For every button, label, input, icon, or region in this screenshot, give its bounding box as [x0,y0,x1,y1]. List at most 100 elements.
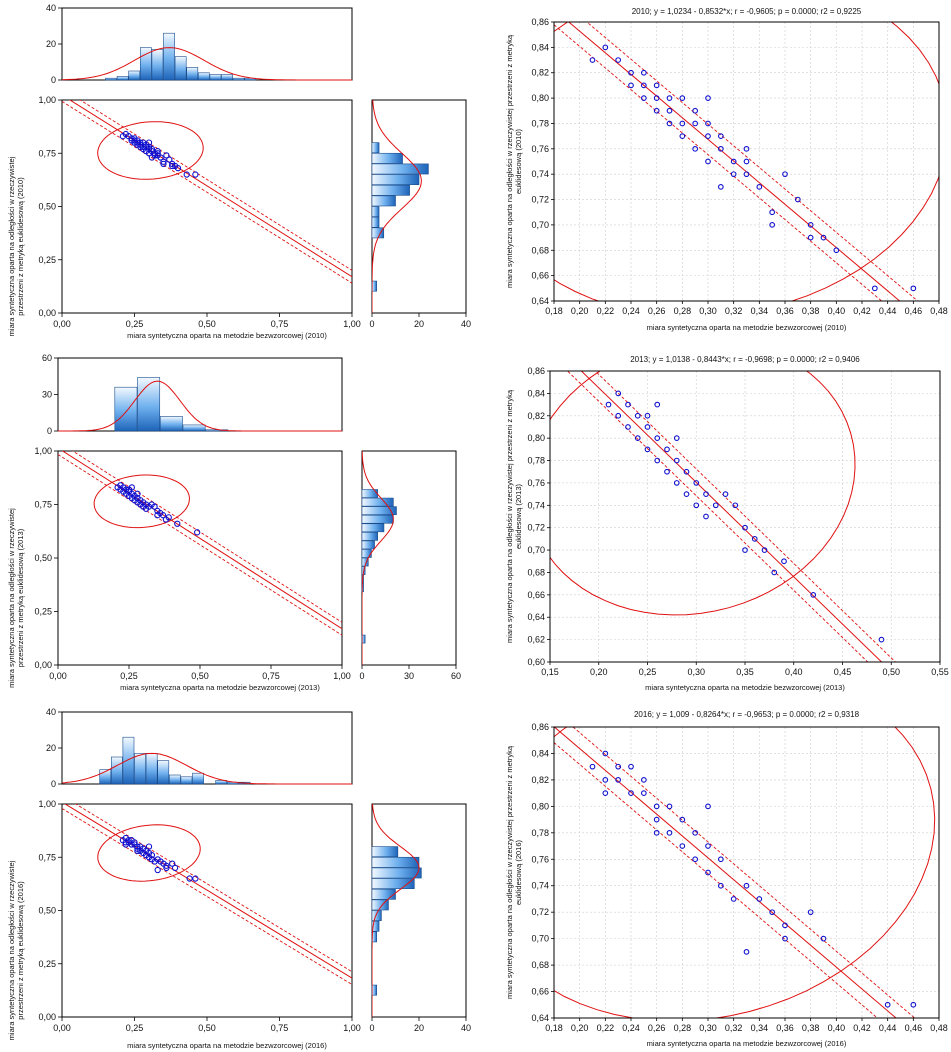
zoom1-ytick-label: 0,76 [531,144,549,154]
matrix3-top-hist-bar [134,753,146,785]
zoom2-data-point [693,480,700,486]
zoom1-ytick-label: 0,68 [531,245,549,255]
matrix2-right-density-curve [362,451,394,665]
zoom2-data-point [625,401,631,408]
zoom3-data-point [640,790,647,796]
zoom3-xtick-label: 0,38 [802,1023,820,1033]
matrix2-top-density-curve [58,380,342,432]
matrix3-xtick-label: 0,75 [271,1023,289,1033]
matrix3-data-point [163,864,170,872]
matrix1-top-ytick-label: 40 [46,3,56,13]
zoom1-ytick-label: 0,84 [531,42,549,52]
matrix1-right-hist-frame [371,99,467,314]
matrix3-data-point [148,851,156,859]
matrix1-top-hist-bar [209,74,222,81]
matrix1-top-hist-bar [174,56,187,81]
matrix3-ytick-label: 0,75 [38,852,56,862]
zoom2-title: 2013; y = 1,0138 - 0,8443*x; r = -0,9698… [630,355,860,364]
matrix2-right-xtick-label: 30 [404,671,414,681]
zoom3-xtick-label: 0,32 [725,1023,743,1033]
matrix3-data-point [186,875,193,882]
matrix2-scatter-frame [57,450,343,666]
zoom1-xtick-label: 0,40 [828,306,846,316]
matrix3-right-hist-bar [371,899,389,911]
zoom3-frame [553,726,940,1019]
zoom2-ytick-label: 0,76 [527,478,545,488]
zoom2-ytick-label: 0,66 [527,590,545,600]
matrix3-xtick-label: 1,00 [343,1023,361,1033]
matrix1-xtick-label: 0,00 [53,319,71,329]
zoom1-data-point [679,133,686,139]
zoom1-data-point [820,234,827,241]
zoom1-data-point [743,145,750,152]
zoom1-plot-area [554,22,939,301]
matrix3-right-xtick-label: 20 [414,1023,424,1033]
zoom2-data-point [703,513,709,520]
matrix2-data-point [194,529,201,536]
matrix1-data-point [157,154,164,161]
matrix1-data-point [192,171,199,178]
zoom2-data-point [751,536,758,542]
zoom2-data-point [615,390,622,397]
zoom3-xtick-label: 0,28 [674,1023,692,1033]
zoom3-ytick-label: 0,72 [531,907,549,917]
zoom1-data-point [589,57,596,63]
zoom1-data-point [782,171,788,178]
zoom1-data-point [628,69,634,76]
zoom1-xtick-label: 0,20 [571,306,589,316]
zoom2-data-point [742,547,748,553]
zoom2-data-point [615,412,622,419]
zoom3-ytick-label: 0,64 [531,1013,549,1023]
matrix1-top-hist-bar [221,74,233,81]
matrix3-top-ytick-label: 40 [46,707,56,717]
matrix3-top-hist-bar [157,760,170,785]
zoom3-data-point [782,935,788,942]
zoom2-data-point [683,491,690,497]
zoom1-upper-band [586,22,919,301]
zoom3-title: 2016; y = 1,009 - 0,8264*x; r = -0,9653;… [634,710,860,719]
zoom3-xtick-label: 0,18 [545,1023,563,1033]
zoom1-data-point [653,82,660,89]
matrix3-x-axis-label: miara syntetyczna oparta na metodzie bez… [127,1041,327,1050]
zoom3-xtick-label: 0,24 [622,1023,640,1033]
zoom1-frame [553,21,940,302]
matrix1-top-hist-bar [186,67,199,81]
matrix3-right-hist-bar [371,984,377,996]
matrix-panel-3: 0 20 40 0,00 0,25 0,50 0,75 1,00 0,00 0,25 0,50 0,7… [7,707,471,1050]
zoom1-data-point [705,120,711,127]
zoom3-xtick-label: 0,48 [930,1023,948,1033]
matrix1-top-hist-bar [163,32,175,81]
matrix1-top-hist-bar [140,47,152,81]
matrix3-top-hist-bar [122,736,135,785]
zoom1-data-point [692,107,699,114]
matrix1-data-point [160,158,167,165]
zoom1-data-point [743,171,750,178]
zoom3-xtick-label: 0,30 [699,1023,717,1033]
matrix2-lower-band [58,454,342,636]
matrix2-xtick-label: 0,00 [49,671,67,681]
zoom2-data-point [664,468,670,475]
zoom3-data-point [692,856,699,863]
zoom3-data-point [602,750,609,757]
zoom3-ytick-label: 0,86 [531,722,549,732]
zoom1-data-point [628,82,634,89]
matrix2-ytick-label: 0,25 [34,607,52,617]
zoom3-data-point [807,909,814,916]
matrix2-xtick-label: 0,50 [191,671,209,681]
zoom2-confidence-ellipse [550,371,856,616]
matrix2-top-hist-frame [57,357,343,432]
zoom2-data-point [771,569,778,576]
matrix3-scatter-plot [62,804,352,985]
matrix3-right-xtick-label: 0 [369,1023,374,1033]
zoom3-regression-line [554,727,897,1018]
matrix3-right-hist-bar [371,910,382,921]
matrix3-data-point [134,843,141,850]
matrix3-data-point [145,843,153,850]
matrix1-right-xtick-label: 40 [461,319,471,329]
matrix3-data-point [171,864,179,872]
zoom1-data-point [679,95,686,101]
zoom2-ytick-label: 0,74 [527,500,545,510]
matrix1-right-density-curve [372,100,422,313]
zoom2-ytick-label: 0,80 [527,433,545,443]
zoom3-data-point [653,803,660,810]
